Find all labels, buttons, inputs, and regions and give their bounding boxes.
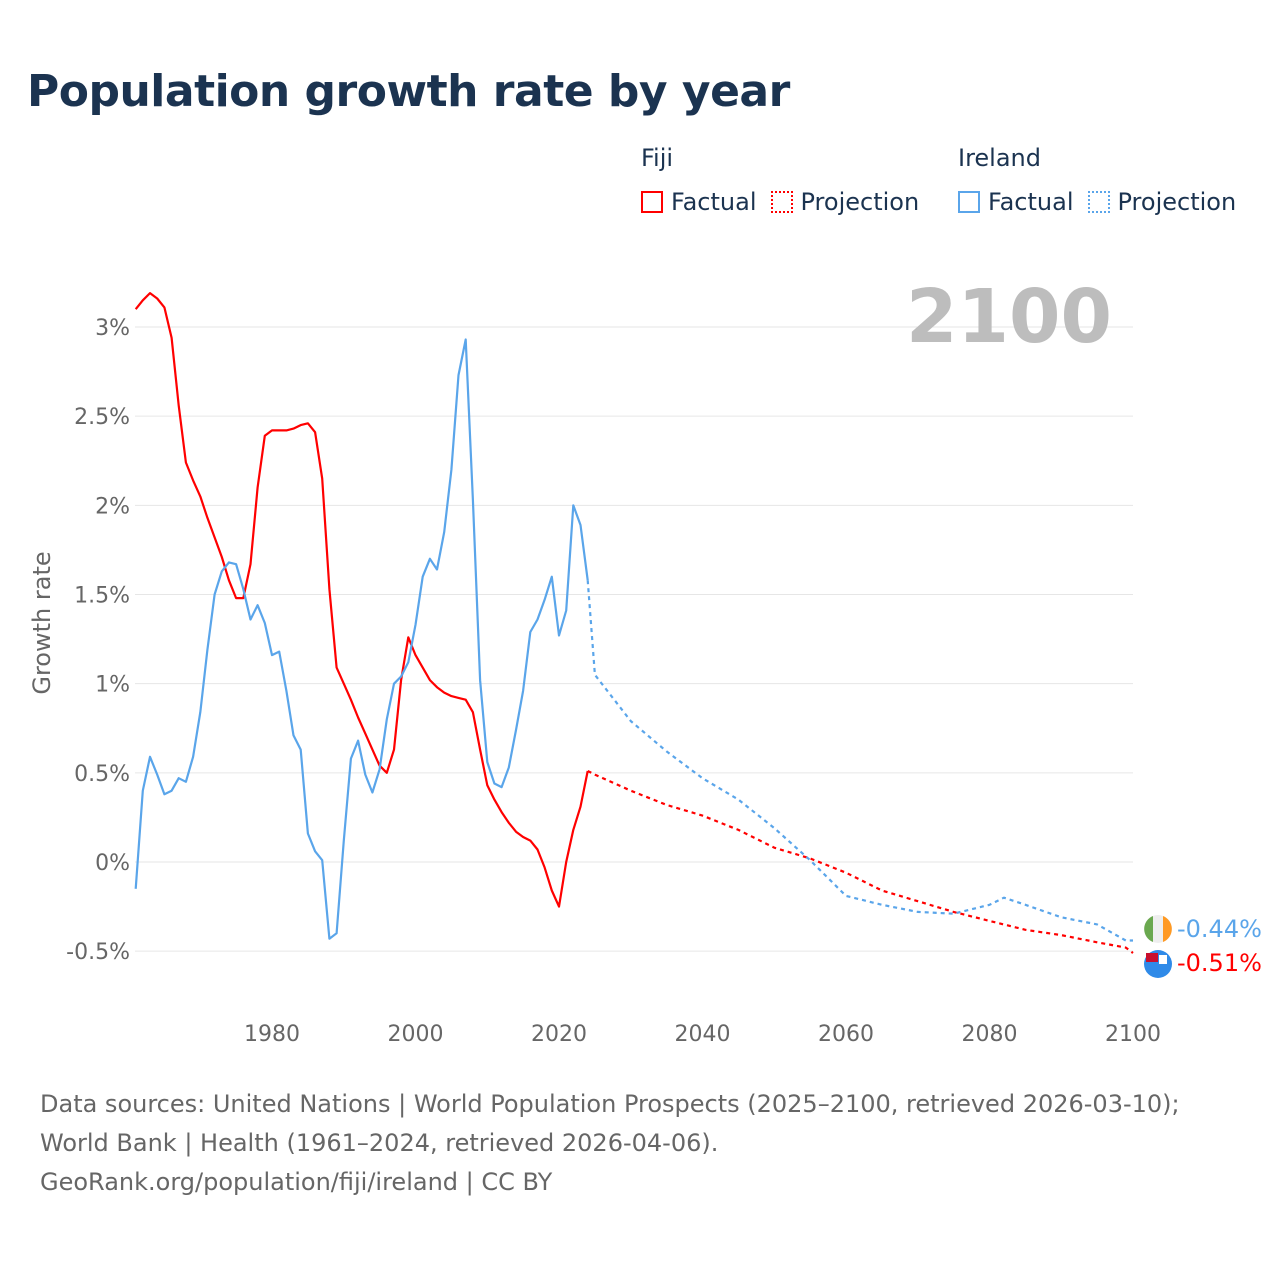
legend-swatch-solid [958, 191, 980, 213]
legend-label: Projection [1117, 188, 1237, 216]
x-tick-label: 2000 [388, 1022, 444, 1047]
legend-label: Factual [671, 188, 757, 216]
flag-shield [1159, 955, 1167, 964]
ireland-flag-icon [1144, 915, 1172, 943]
series-line-fiji-projection [587, 770, 1134, 954]
attribution-link[interactable]: GeoRank.org/population/fiji/ireland | CC… [40, 1168, 553, 1196]
legend-group-ireland: Ireland Factual Projection [958, 144, 1250, 216]
legend-ireland-factual[interactable]: Factual [958, 188, 1074, 216]
flag-orange [1163, 916, 1172, 942]
legend-label: Projection [800, 188, 920, 216]
x-axis-ticks: 1980 2000 2020 2040 2060 2080 2100 [244, 1022, 1161, 1047]
legend-group-title: Ireland [958, 144, 1042, 172]
y-tick-label: -0.5% [66, 940, 130, 965]
end-label-fiji: -0.51% [1177, 949, 1262, 977]
series-line-fiji-factual [134, 292, 589, 908]
legend-ireland-projection[interactable]: Projection [1087, 188, 1237, 216]
y-tick-label: 1% [95, 673, 130, 698]
data-sources: Data sources: United Nations | World Pop… [40, 1090, 1180, 1157]
y-axis-ticks: -0.5% 0% 0.5% 1% 1.5% 2% 2.5% 3% [66, 316, 130, 965]
legend-group-fiji: Fiji Factual Projection [641, 144, 933, 216]
legend-swatch-dotted [770, 191, 793, 213]
y-tick-label: 0% [95, 851, 130, 876]
legend-fiji-projection[interactable]: Projection [770, 188, 920, 216]
y-tick-label: 3% [95, 316, 130, 341]
y-tick-label: 1.5% [74, 584, 130, 609]
end-markers: -0.44% -0.51% [1144, 915, 1262, 978]
y-tick-label: 0.5% [74, 762, 130, 787]
year-badge: 2100 [906, 274, 1112, 360]
x-tick-label: 2060 [818, 1022, 874, 1047]
legend-group-title: Fiji [641, 144, 674, 172]
flag-green [1144, 916, 1153, 942]
y-tick-label: 2% [95, 494, 130, 519]
end-label-ireland: -0.44% [1177, 915, 1262, 943]
chart-title: Population growth rate by year [27, 66, 790, 117]
legend-fiji-factual[interactable]: Factual [641, 188, 757, 216]
legend-label: Factual [988, 188, 1074, 216]
x-tick-label: 2080 [962, 1022, 1018, 1047]
x-tick-label: 1980 [244, 1022, 300, 1047]
series-line-ireland-projection [586, 580, 1133, 942]
x-tick-label: 2020 [531, 1022, 587, 1047]
legend-swatch-solid [641, 191, 663, 213]
y-tick-label: 2.5% [74, 405, 130, 430]
legend-swatch-dotted [1087, 191, 1110, 213]
x-tick-label: 2100 [1105, 1022, 1161, 1047]
gridlines [135, 326, 1133, 952]
flag-union [1146, 953, 1158, 962]
fiji-flag-icon [1144, 950, 1172, 978]
x-tick-label: 2040 [675, 1022, 731, 1047]
series-line-ireland-factual [134, 338, 589, 940]
series-lines [134, 292, 1134, 954]
y-axis-label: Growth rate [28, 551, 56, 694]
